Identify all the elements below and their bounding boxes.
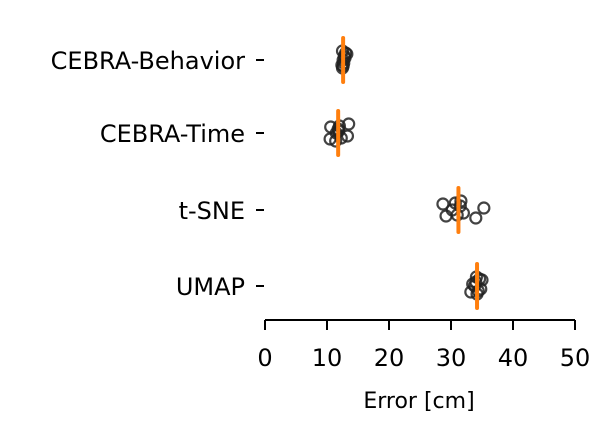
x-tick-label: 10 — [312, 344, 343, 372]
data-point — [469, 211, 483, 225]
y-tick-label: CEBRA-Time — [100, 120, 245, 148]
y-tick-label: UMAP — [176, 273, 245, 301]
y-axis: CEBRA-Behavior CEBRA-Time t-SNE UMAP — [51, 47, 264, 301]
x-axis-title: Error [cm] — [363, 389, 474, 414]
x-tick-label: 30 — [436, 344, 467, 372]
data-point — [454, 194, 468, 208]
data-point — [436, 197, 450, 211]
data-point — [342, 117, 356, 131]
x-tick-label: 0 — [257, 344, 272, 372]
x-tick-label: 40 — [498, 344, 529, 372]
x-axis: 0 10 20 30 40 50 — [257, 319, 591, 372]
y-tick-label: CEBRA-Behavior — [51, 47, 245, 75]
plot-marks — [323, 36, 491, 310]
data-point — [477, 201, 491, 215]
x-tick-label: 50 — [560, 344, 591, 372]
x-tick-label: 20 — [374, 344, 405, 372]
y-tick-label: t-SNE — [179, 197, 245, 225]
data-point — [467, 279, 482, 293]
